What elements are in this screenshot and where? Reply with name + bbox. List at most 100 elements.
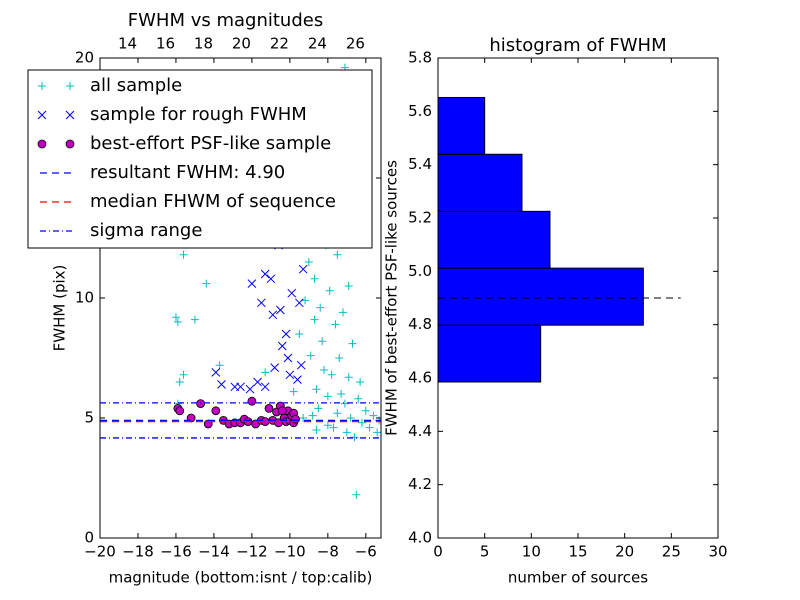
x2-tick-label: 20	[232, 35, 251, 53]
bar	[437, 267, 644, 326]
point	[354, 394, 363, 403]
bar	[437, 153, 523, 212]
point	[346, 414, 355, 422]
point	[281, 329, 291, 339]
y-tick-label: 4.8	[408, 315, 432, 333]
point	[369, 411, 378, 420]
y-tick-label: 5.2	[408, 209, 432, 227]
axes-frame	[99, 57, 382, 539]
point	[344, 373, 353, 382]
legend-box	[27, 69, 373, 249]
x2-tick-label: 22	[270, 35, 289, 53]
point	[276, 305, 285, 315]
point	[270, 363, 280, 372]
axes-frame	[437, 57, 719, 539]
x-tick-label: −8	[317, 543, 339, 561]
point	[356, 378, 365, 386]
point	[66, 82, 74, 90]
point	[236, 382, 245, 392]
point	[323, 421, 332, 430]
y-tick-label: 10	[75, 289, 94, 307]
point	[266, 274, 276, 284]
x2-tick-label: 24	[308, 35, 327, 53]
point	[211, 368, 221, 377]
x-tick-label: −14	[198, 543, 230, 561]
point	[308, 411, 317, 420]
point	[342, 428, 351, 437]
y-tick-label: 5.0	[408, 262, 432, 280]
point	[298, 264, 308, 274]
bar	[437, 96, 486, 155]
point	[171, 313, 180, 322]
y-axis-label: FWHM (pix)	[51, 265, 69, 352]
point	[287, 288, 297, 298]
point	[268, 310, 278, 320]
point	[217, 380, 226, 389]
point	[299, 414, 308, 422]
point	[296, 360, 306, 370]
point	[306, 351, 315, 360]
point	[340, 399, 349, 408]
x-tick-label: −16	[160, 543, 192, 561]
legend: all sample sample for rough FWHM best-effo…	[27, 69, 373, 249]
y-tick-label: 4.4	[408, 422, 432, 440]
x-axis-label: number of sources	[508, 569, 648, 587]
x-tick-label: 25	[662, 543, 681, 561]
point	[173, 318, 182, 326]
point	[320, 366, 329, 374]
point	[333, 409, 342, 418]
x-tick-label: 30	[708, 543, 727, 561]
point	[333, 250, 342, 259]
point	[327, 370, 336, 379]
point	[289, 387, 298, 396]
x-tick-label: 10	[522, 543, 541, 561]
point	[247, 279, 257, 288]
x-tick-label: −18	[122, 543, 154, 561]
point	[361, 406, 370, 415]
point	[314, 404, 323, 413]
point	[190, 315, 199, 324]
point	[295, 330, 304, 338]
point	[179, 370, 188, 379]
point	[261, 368, 270, 377]
point	[179, 250, 188, 259]
legend-label: best-effort PSF-like sample	[90, 133, 331, 154]
legend-label: sample for rough FWHM	[90, 104, 307, 125]
y-tick-label: 20	[75, 49, 94, 67]
point	[337, 390, 346, 398]
point	[245, 384, 255, 394]
y-tick-label: 4.0	[408, 529, 432, 547]
chart-title: FWHM vs magnitudes	[128, 10, 323, 31]
bar	[437, 210, 551, 269]
point	[260, 382, 270, 392]
point	[323, 392, 332, 401]
legend-label: sigma range	[90, 220, 202, 241]
point	[344, 282, 353, 290]
y-tick-label: 0	[84, 529, 94, 547]
point	[211, 406, 221, 416]
x-tick-label: −20	[84, 543, 116, 561]
legend-label: resultant FWHM: 4.90	[90, 162, 285, 183]
y-tick-label: 4.2	[408, 475, 432, 493]
point	[253, 377, 262, 387]
bar	[437, 324, 542, 383]
x-tick-label: −6	[355, 543, 377, 561]
point	[264, 403, 274, 413]
point	[175, 406, 185, 416]
x-tick-label: −12	[236, 543, 268, 561]
point	[277, 406, 287, 416]
point	[316, 303, 325, 312]
y-tick-label: 5.6	[408, 102, 432, 120]
x-axis-label: magnitude (bottom:isnt / top:calib)	[109, 569, 373, 587]
y-axis-label: FWHM of best-effort PSF-like sources	[383, 160, 401, 436]
point	[285, 370, 295, 380]
point	[247, 396, 257, 406]
y-tick-label: 5.8	[408, 49, 432, 67]
point	[257, 298, 266, 308]
point	[65, 139, 75, 149]
x-tick-label: 5	[480, 543, 490, 561]
y-tick-label: 4.6	[408, 369, 432, 387]
point	[202, 279, 211, 288]
point	[175, 378, 184, 386]
point	[348, 339, 357, 348]
